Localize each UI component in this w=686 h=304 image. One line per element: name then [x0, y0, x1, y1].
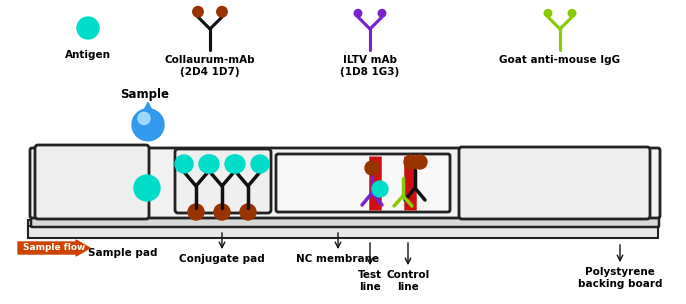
- Circle shape: [568, 9, 576, 17]
- Circle shape: [354, 9, 362, 17]
- Circle shape: [378, 9, 386, 17]
- Circle shape: [199, 155, 217, 173]
- Circle shape: [134, 175, 160, 201]
- Text: Antigen: Antigen: [65, 50, 111, 60]
- FancyBboxPatch shape: [175, 149, 271, 213]
- Circle shape: [544, 9, 552, 17]
- Circle shape: [138, 112, 150, 124]
- Circle shape: [175, 155, 193, 173]
- FancyArrow shape: [18, 240, 90, 256]
- Text: Conjugate pad: Conjugate pad: [179, 254, 265, 264]
- Text: ILTV mAb
(1D8 1G3): ILTV mAb (1D8 1G3): [340, 55, 400, 77]
- Text: Test
line: Test line: [358, 270, 382, 292]
- Circle shape: [251, 155, 269, 173]
- Circle shape: [214, 204, 230, 220]
- Text: Sample flow: Sample flow: [23, 244, 85, 253]
- Circle shape: [188, 204, 204, 220]
- Circle shape: [240, 204, 256, 220]
- Circle shape: [132, 109, 164, 141]
- FancyBboxPatch shape: [31, 211, 659, 227]
- Circle shape: [404, 155, 418, 169]
- Circle shape: [372, 181, 388, 197]
- FancyBboxPatch shape: [28, 226, 658, 238]
- Circle shape: [225, 155, 243, 173]
- Text: Sample: Sample: [120, 88, 169, 101]
- Text: Goat anti-mouse IgG: Goat anti-mouse IgG: [499, 55, 621, 65]
- FancyBboxPatch shape: [459, 147, 650, 219]
- Polygon shape: [137, 102, 159, 125]
- Text: Control
line: Control line: [386, 270, 429, 292]
- FancyBboxPatch shape: [30, 148, 660, 218]
- Circle shape: [201, 155, 219, 173]
- FancyBboxPatch shape: [35, 145, 149, 219]
- Text: NC membrane: NC membrane: [296, 254, 379, 264]
- Circle shape: [193, 6, 203, 17]
- Circle shape: [227, 155, 245, 173]
- Text: Absorption pad: Absorption pad: [503, 160, 593, 170]
- Circle shape: [413, 155, 427, 169]
- Circle shape: [77, 17, 99, 39]
- FancyBboxPatch shape: [28, 220, 658, 232]
- Circle shape: [217, 6, 227, 17]
- FancyBboxPatch shape: [276, 154, 450, 212]
- Text: Collaurum-mAb
(2D4 1D7): Collaurum-mAb (2D4 1D7): [165, 55, 255, 77]
- Text: Sample pad: Sample pad: [88, 248, 158, 258]
- Text: Polystyrene
backing board: Polystyrene backing board: [578, 267, 662, 288]
- Circle shape: [365, 161, 379, 175]
